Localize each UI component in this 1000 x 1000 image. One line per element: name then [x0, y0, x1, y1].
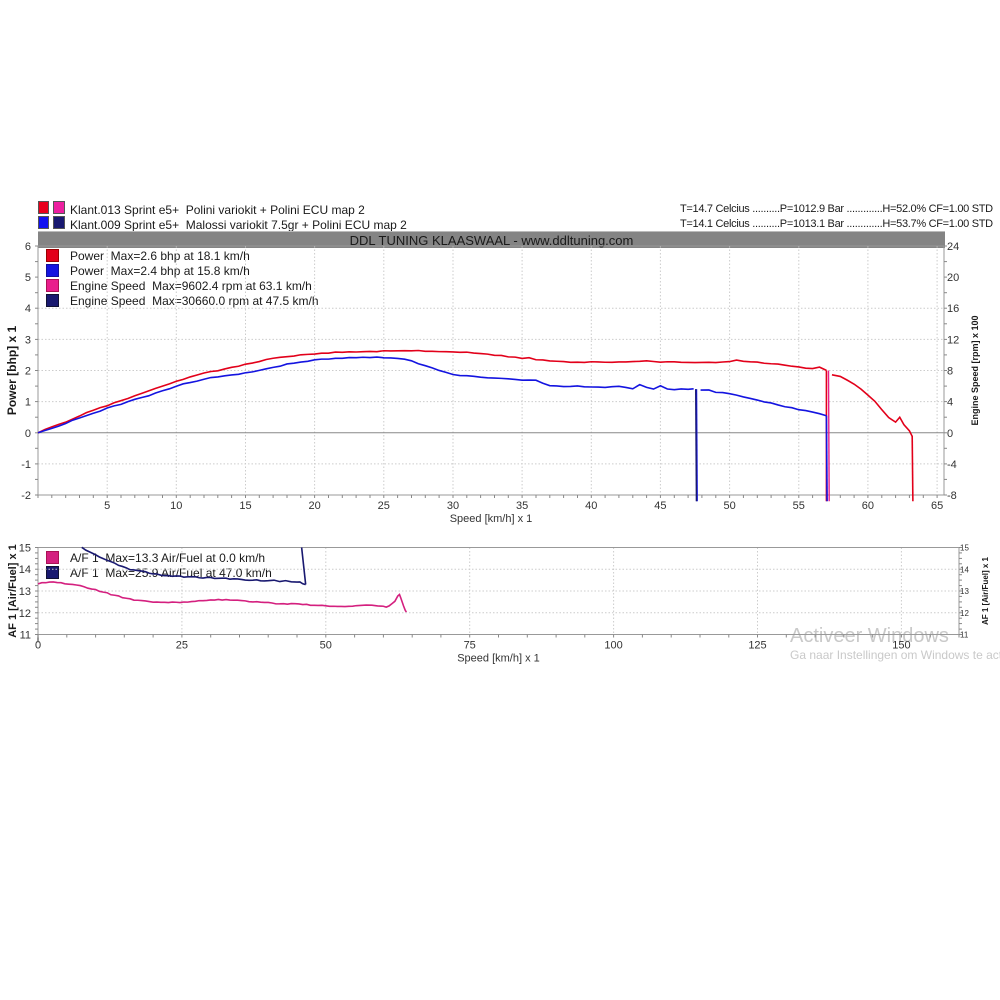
svg-text:15: 15: [19, 543, 31, 555]
svg-text:12: 12: [960, 609, 969, 618]
svg-text:AF 1 [Air/Fuel] x 1: AF 1 [Air/Fuel] x 1: [981, 556, 990, 625]
svg-text:13: 13: [19, 586, 31, 598]
svg-text:25: 25: [176, 640, 188, 652]
svg-text:AF 1 [Air/Fuel] x 1: AF 1 [Air/Fuel] x 1: [7, 544, 19, 638]
svg-text:100: 100: [604, 640, 622, 652]
svg-text:Speed [km/h] x 1: Speed [km/h] x 1: [457, 653, 540, 665]
svg-text:14: 14: [960, 566, 969, 575]
svg-text:11: 11: [960, 631, 969, 640]
svg-text:12: 12: [19, 608, 31, 620]
svg-text:15: 15: [960, 544, 969, 553]
svg-text:11: 11: [20, 630, 31, 642]
svg-text:50: 50: [320, 640, 332, 652]
svg-text:75: 75: [464, 640, 476, 652]
svg-text:150: 150: [892, 640, 910, 652]
svg-text:125: 125: [748, 640, 766, 652]
svg-text:13: 13: [960, 587, 969, 596]
svg-text:14: 14: [19, 564, 31, 576]
